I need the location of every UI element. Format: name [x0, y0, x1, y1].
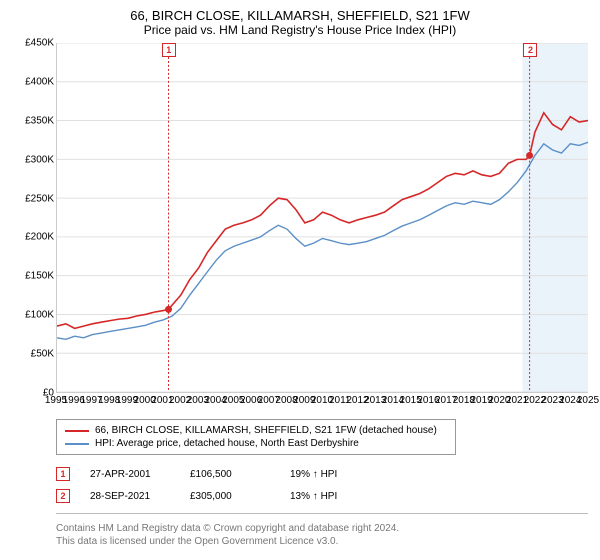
title-sub: Price paid vs. HM Land Registry's House … — [12, 23, 588, 37]
row-marker: 2 — [56, 489, 70, 503]
y-tick-label: £150K — [25, 271, 54, 282]
row-diff: 19% ↑ HPI — [290, 469, 370, 480]
x-axis: 1995199619971998199920002001200220032004… — [56, 393, 588, 413]
footer: Contains HM Land Registry data © Crown c… — [56, 522, 588, 548]
plot-region: 12 — [56, 43, 588, 393]
legend: 66, BIRCH CLOSE, KILLAMARSH, SHEFFIELD, … — [56, 419, 456, 455]
legend-item-hpi: HPI: Average price, detached house, Nort… — [65, 437, 447, 450]
table-row: 1 27-APR-2001 £106,500 19% ↑ HPI — [56, 463, 588, 485]
chart-marker-box: 1 — [162, 43, 176, 57]
y-tick-label: £100K — [25, 310, 54, 321]
row-diff: 13% ↑ HPI — [290, 491, 370, 502]
row-date: 27-APR-2001 — [90, 469, 170, 480]
legend-swatch — [65, 443, 89, 445]
y-tick-label: £400K — [25, 76, 54, 87]
footer-line1: Contains HM Land Registry data © Crown c… — [56, 522, 588, 535]
separator — [56, 513, 588, 514]
y-tick-label: £50K — [31, 349, 54, 360]
transaction-table: 1 27-APR-2001 £106,500 19% ↑ HPI 2 28-SE… — [56, 463, 588, 507]
row-price: £305,000 — [190, 491, 270, 502]
row-price: £106,500 — [190, 469, 270, 480]
legend-item-price-paid: 66, BIRCH CLOSE, KILLAMARSH, SHEFFIELD, … — [65, 424, 447, 437]
plot-svg — [57, 43, 588, 392]
footer-line2: This data is licensed under the Open Gov… — [56, 535, 588, 548]
chart-marker-box: 2 — [523, 43, 537, 57]
table-row: 2 28-SEP-2021 £305,000 13% ↑ HPI — [56, 485, 588, 507]
y-tick-label: £250K — [25, 193, 54, 204]
y-tick-label: £350K — [25, 115, 54, 126]
y-axis: £0£50K£100K£150K£200K£250K£300K£350K£400… — [12, 43, 56, 393]
chart-container: 66, BIRCH CLOSE, KILLAMARSH, SHEFFIELD, … — [0, 0, 600, 560]
legend-label: 66, BIRCH CLOSE, KILLAMARSH, SHEFFIELD, … — [95, 425, 437, 436]
x-tick-label: 2025 — [577, 395, 599, 406]
chart-area: £0£50K£100K£150K£200K£250K£300K£350K£400… — [12, 43, 588, 413]
legend-label: HPI: Average price, detached house, Nort… — [95, 438, 359, 449]
row-marker: 1 — [56, 467, 70, 481]
y-tick-label: £450K — [25, 38, 54, 49]
legend-swatch — [65, 430, 89, 432]
y-tick-label: £300K — [25, 154, 54, 165]
title-main: 66, BIRCH CLOSE, KILLAMARSH, SHEFFIELD, … — [12, 8, 588, 23]
y-tick-label: £200K — [25, 232, 54, 243]
row-date: 28-SEP-2021 — [90, 491, 170, 502]
title-block: 66, BIRCH CLOSE, KILLAMARSH, SHEFFIELD, … — [12, 8, 588, 37]
